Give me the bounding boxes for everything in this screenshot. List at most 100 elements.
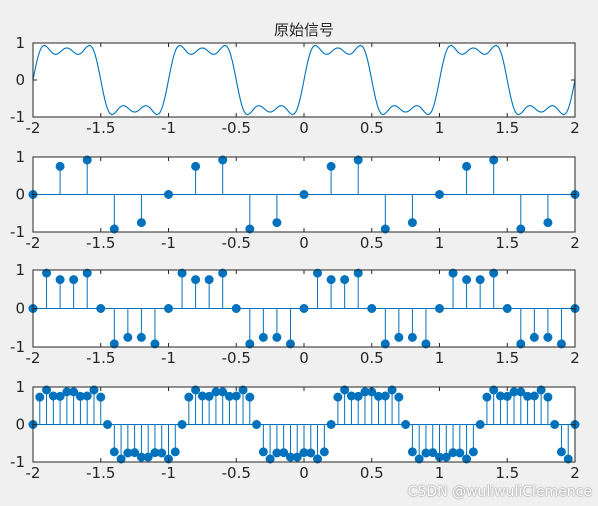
stem-marker bbox=[96, 392, 106, 402]
x-tick-label: -0.5 bbox=[222, 349, 251, 367]
stem-marker bbox=[536, 385, 546, 395]
stem-marker bbox=[489, 268, 499, 278]
stem-marker bbox=[69, 275, 79, 285]
stem-marker bbox=[502, 303, 512, 313]
x-tick-label: 1.5 bbox=[495, 464, 519, 482]
stem-marker bbox=[184, 392, 194, 402]
stem-marker bbox=[238, 385, 248, 395]
x-tick-label: -2 bbox=[26, 234, 41, 252]
stem-marker bbox=[35, 392, 45, 402]
stem-marker bbox=[414, 454, 424, 464]
x-tick-label: 0.5 bbox=[360, 119, 384, 137]
stem-marker bbox=[326, 161, 336, 171]
stem-marker bbox=[245, 224, 255, 234]
stem-marker bbox=[136, 332, 146, 342]
y-tick-label: 1 bbox=[15, 261, 25, 279]
y-tick-label: -1 bbox=[10, 108, 25, 126]
stem-marker bbox=[265, 454, 275, 464]
x-tick-label: 2 bbox=[570, 349, 580, 367]
stem-marker bbox=[313, 268, 323, 278]
x-tick-label: 0.5 bbox=[360, 349, 384, 367]
x-tick-label: -1 bbox=[161, 349, 176, 367]
stem-marker bbox=[468, 447, 478, 457]
stem-marker bbox=[204, 275, 214, 285]
x-tick-label: -0.5 bbox=[222, 119, 251, 137]
stem-marker bbox=[157, 448, 167, 458]
chart-title: 原始信号 bbox=[274, 21, 334, 39]
stem-marker bbox=[272, 218, 282, 228]
stem-marker bbox=[109, 447, 119, 457]
stem-marker bbox=[326, 419, 336, 429]
subplot-continuous: -2 -1.5 -1 -0.5 0 0.5 1 1.5 2 -1 0 1 原始信号 bbox=[10, 21, 580, 137]
x-tick-label: 2 bbox=[570, 119, 580, 137]
stem-marker bbox=[299, 303, 309, 313]
x-tick-label: -1 bbox=[161, 464, 176, 482]
stem-marker bbox=[136, 218, 146, 228]
stem-marker bbox=[96, 303, 106, 313]
stem-marker bbox=[441, 452, 451, 462]
stem-marker bbox=[353, 268, 363, 278]
subplot-sampled-10: -2 -1.5 -1 -0.5 0 0.5 1 1.5 2 -1 0 1 bbox=[10, 261, 580, 367]
stem-marker bbox=[82, 155, 92, 165]
stem-marker bbox=[245, 339, 255, 349]
stem-marker bbox=[380, 224, 390, 234]
stem-marker bbox=[556, 447, 566, 457]
x-tick-label: 1 bbox=[435, 119, 445, 137]
stem-marker bbox=[401, 419, 411, 429]
stem-marker bbox=[130, 448, 140, 458]
stem-marker bbox=[82, 391, 92, 401]
stem-marker bbox=[407, 447, 417, 457]
stem-marker bbox=[177, 268, 187, 278]
x-tick-label: 0 bbox=[299, 349, 309, 367]
y-tick-label: 0 bbox=[15, 300, 25, 318]
stem-marker bbox=[218, 268, 228, 278]
x-tick-label: -1.5 bbox=[86, 119, 115, 137]
stem-marker bbox=[55, 275, 65, 285]
subplots: -2 -1.5 -1 -0.5 0 0.5 1 1.5 2 -1 0 1 原始信号 -2 -1.5 -1 -0.… bbox=[10, 21, 580, 482]
x-tick-label: 1.5 bbox=[495, 349, 519, 367]
x-tick-label: 1 bbox=[435, 234, 445, 252]
stem-marker bbox=[279, 448, 289, 458]
stem-marker bbox=[55, 161, 65, 171]
stem-marker bbox=[123, 332, 133, 342]
stem-marker bbox=[489, 155, 499, 165]
stem-marker bbox=[516, 387, 526, 397]
stem-marker bbox=[482, 392, 492, 402]
x-tick-label: -1 bbox=[161, 119, 176, 137]
y-tick-label: 0 bbox=[15, 186, 25, 204]
stem-marker bbox=[455, 448, 465, 458]
stem-marker bbox=[434, 303, 444, 313]
stem-marker bbox=[407, 218, 417, 228]
x-tick-label: 2 bbox=[570, 464, 580, 482]
stem-marker bbox=[340, 275, 350, 285]
stem-marker bbox=[421, 339, 431, 349]
stem-marker bbox=[367, 303, 377, 313]
x-tick-label: 2 bbox=[570, 234, 580, 252]
stem-marker bbox=[143, 452, 153, 462]
stem-marker bbox=[218, 387, 228, 397]
stem-marker bbox=[42, 385, 52, 395]
stem-marker bbox=[462, 275, 472, 285]
stem-marker bbox=[164, 190, 174, 200]
subplot-sampled-20: -2 -1.5 -1 -0.5 0 0.5 1 1.5 2 -1 0 1 bbox=[10, 378, 580, 482]
stem-marker bbox=[543, 332, 553, 342]
stem-marker bbox=[89, 385, 99, 395]
y-tick-label: 1 bbox=[15, 148, 25, 166]
x-tick-label: 0.5 bbox=[360, 234, 384, 252]
stem-marker bbox=[428, 448, 438, 458]
stem-marker bbox=[306, 448, 316, 458]
x-tick-label: -2 bbox=[26, 349, 41, 367]
y-tick-label: 0 bbox=[15, 416, 25, 434]
stem-marker bbox=[109, 224, 119, 234]
stem-marker bbox=[150, 339, 160, 349]
stem-marker bbox=[387, 385, 397, 395]
stem-marker bbox=[550, 419, 560, 429]
stem-marker bbox=[516, 224, 526, 234]
stem-marker bbox=[394, 392, 404, 402]
x-tick-label: -0.5 bbox=[222, 464, 251, 482]
stem-marker bbox=[563, 454, 573, 464]
stem-marker bbox=[319, 447, 329, 457]
stem-marker bbox=[231, 391, 241, 401]
stem-marker bbox=[103, 419, 113, 429]
y-tick-label: 1 bbox=[15, 34, 25, 52]
